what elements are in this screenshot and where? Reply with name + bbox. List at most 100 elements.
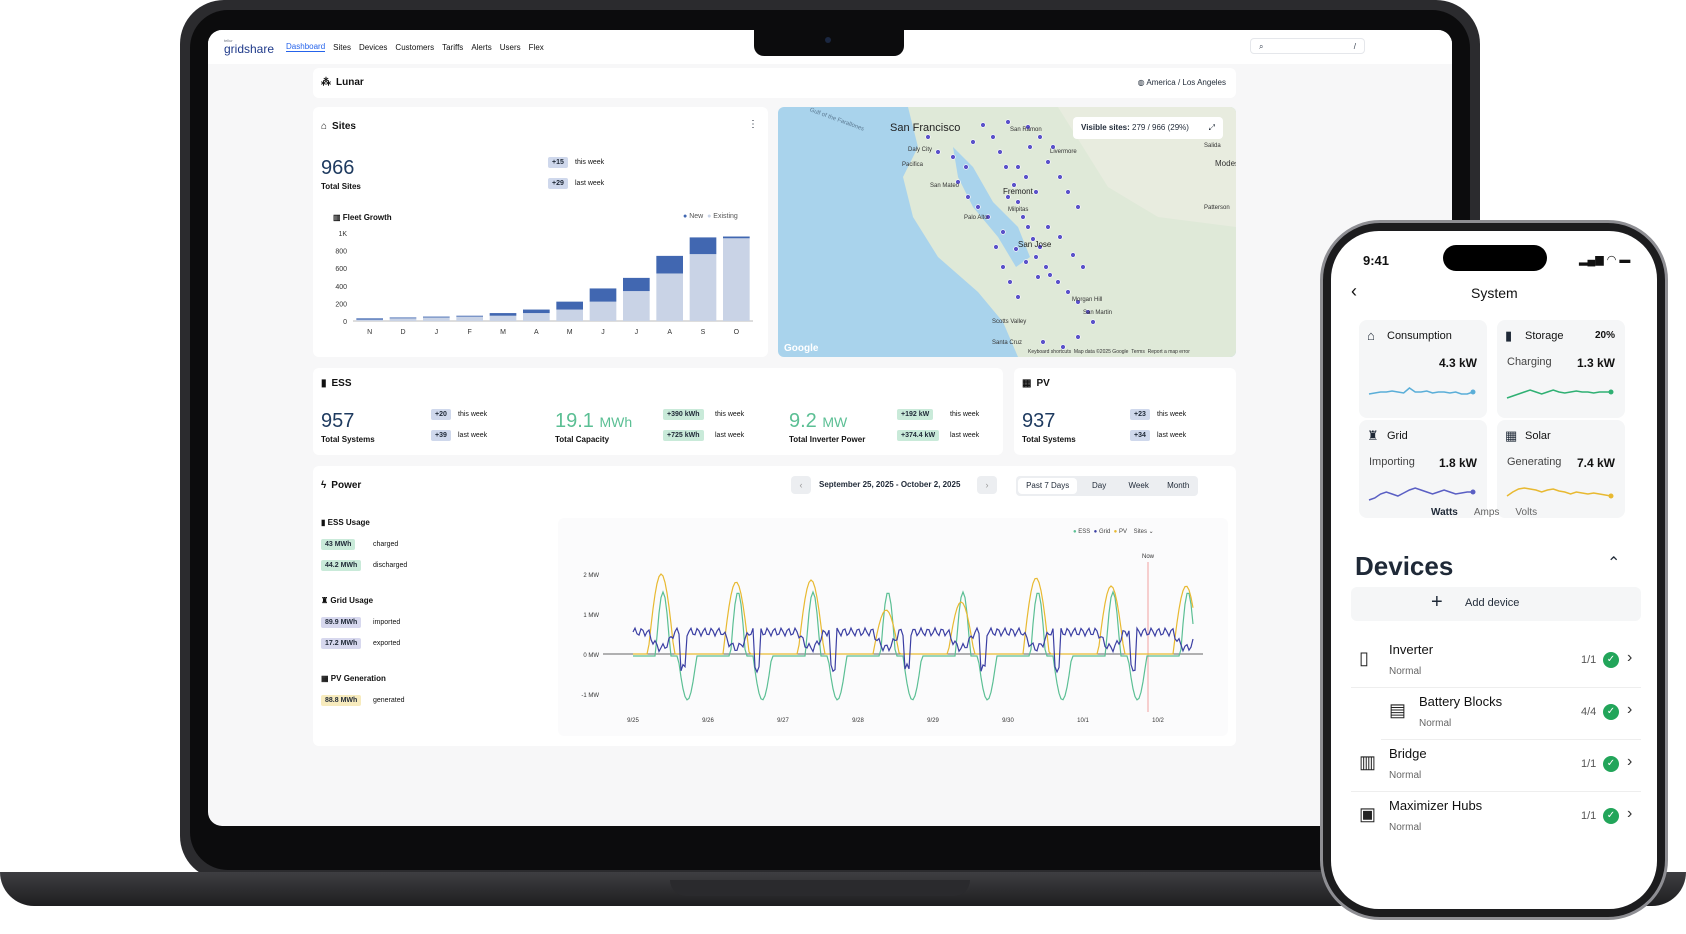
map-label-patterson: Patterson: [1204, 205, 1230, 211]
pv-last-label: last week: [1157, 432, 1187, 439]
site-marker: [1043, 264, 1049, 270]
sites-map[interactable]: Gulf of the Farallones San Francisco San…: [778, 107, 1236, 357]
site-marker: [1011, 182, 1017, 188]
pv-title: PV: [1036, 378, 1050, 389]
bar-new: [423, 316, 450, 318]
expand-icon[interactable]: ⤢: [1208, 123, 1215, 132]
unit-volts[interactable]: Volts: [1515, 507, 1538, 518]
unit-watts[interactable]: Watts: [1431, 507, 1458, 518]
x-tick-label: S: [701, 329, 706, 336]
pv-last-badge: +34: [1130, 430, 1150, 441]
ess-inverter-last-label: last week: [950, 432, 980, 439]
logo[interactable]: tellur gridshare: [224, 39, 275, 56]
nav-devices[interactable]: Devices: [358, 42, 388, 52]
consumption-card[interactable]: ⌂ Consumption 4.3 kW: [1359, 320, 1487, 418]
sites-week-label: this week: [575, 159, 605, 166]
site-marker: [970, 139, 976, 145]
grid-card[interactable]: ♜ Grid Importing 1.8 kW: [1359, 420, 1487, 518]
pv-total-value: 937: [1022, 410, 1056, 432]
x-tick-label: J: [635, 329, 639, 336]
solar-card[interactable]: ▦ Solar Generating 7.4 kW: [1497, 420, 1625, 518]
device-row-bridge[interactable]: ▥ Bridge Normal 1/1 ✓ ›: [1351, 740, 1641, 792]
site-marker: [1000, 264, 1006, 270]
nav-alerts[interactable]: Alerts: [471, 42, 492, 52]
search-shortcut-hint: /: [1353, 42, 1356, 51]
timezone-selector[interactable]: ◍ America / Los Angeles: [1138, 78, 1226, 87]
y-tick-label: 0 MW: [583, 653, 599, 659]
sparkline-path: [1506, 487, 1612, 497]
legend-ess: ESS: [1078, 529, 1091, 535]
date-range-label[interactable]: September 25, 2025 - October 2, 2025: [819, 480, 961, 489]
nav-tariffs[interactable]: Tariffs: [442, 42, 464, 52]
device-status: Normal: [1419, 718, 1452, 729]
map-terms-link[interactable]: Terms: [1131, 349, 1145, 355]
x-tick-label: 10/1: [1077, 718, 1089, 724]
ess-usage-title-text: ESS Usage: [327, 518, 370, 527]
google-logo: Google: [784, 343, 819, 354]
next-range-button[interactable]: ›: [977, 476, 997, 494]
site-markers[interactable]: [925, 119, 1096, 350]
chevron-right-icon[interactable]: ›: [1627, 649, 1633, 666]
sites-last-badge: +29: [548, 178, 568, 189]
unit-amps[interactable]: Amps: [1473, 507, 1500, 518]
y-tick-label: 800: [335, 249, 347, 256]
card-percent: 20%: [1594, 330, 1615, 341]
nav-users[interactable]: Users: [499, 42, 521, 52]
site-marker: [1065, 189, 1071, 195]
ess-week-label: this week: [458, 411, 488, 418]
device-row-maximizer-hubs[interactable]: ▣ Maximizer Hubs Normal 1/1 ✓ ›: [1351, 792, 1641, 844]
device-row-battery-blocks[interactable]: ▤ Battery Blocks Normal 4/4 ✓ ›: [1381, 688, 1641, 740]
globe-icon: ◍: [1137, 78, 1145, 87]
more-menu-icon[interactable]: ⋮: [748, 119, 758, 130]
tab-day[interactable]: Day: [1091, 481, 1107, 490]
add-device-button[interactable]: + Add device: [1351, 587, 1641, 621]
site-marker: [1055, 279, 1061, 285]
storage-card[interactable]: ▮ Storage 20% Charging 1.3 kW: [1497, 320, 1625, 418]
bar-existing: [456, 316, 483, 321]
card-label: Solar: [1525, 430, 1551, 442]
chevron-right-icon[interactable]: ›: [1627, 701, 1633, 718]
device-row-inverter[interactable]: ▯ Inverter Normal 1/1 ✓ ›: [1351, 636, 1641, 688]
bar-existing: [489, 315, 517, 321]
grid-sparkline: [1368, 487, 1476, 501]
nav-sites[interactable]: Sites: [333, 42, 351, 52]
map-label-milpitas: Milpitas: [1008, 207, 1029, 213]
chevron-down-icon[interactable]: ⌄: [1148, 529, 1154, 535]
chevron-right-icon[interactable]: ›: [1627, 753, 1633, 770]
tab-week[interactable]: Week: [1128, 481, 1149, 490]
tab-past-7-days[interactable]: Past 7 Days: [1018, 478, 1078, 494]
chevron-right-icon[interactable]: ›: [1627, 805, 1633, 822]
map-label-salida: Salida: [1204, 143, 1221, 149]
sparkline-end-dot: [1608, 389, 1614, 395]
org-name[interactable]: Lunar: [336, 77, 364, 88]
map-shortcuts-link[interactable]: Keyboard shortcuts: [1028, 349, 1072, 355]
site-marker: [1085, 309, 1091, 315]
device-status: Normal: [1389, 770, 1422, 781]
legend-sites-dropdown[interactable]: Sites: [1133, 529, 1147, 535]
tab-month[interactable]: Month: [1167, 481, 1190, 490]
collapse-chevron-icon[interactable]: ⌃: [1607, 555, 1621, 572]
x-tick-label: M: [500, 329, 506, 336]
map-label-daly-city: Daly City: [908, 147, 933, 153]
map-report-link[interactable]: Report a map error: [1147, 349, 1190, 355]
pv-generation-title-text: PV Generation: [330, 674, 386, 683]
site-marker: [950, 154, 956, 160]
site-marker: [1075, 334, 1081, 340]
ess-inverter-unit: MW: [822, 414, 848, 430]
site-marker: [1023, 174, 1029, 180]
nav-flex[interactable]: Flex: [528, 42, 544, 52]
prev-range-button[interactable]: ‹: [791, 476, 811, 494]
total-sites-value: 966: [321, 157, 355, 179]
logo-text: gridshare: [224, 42, 275, 56]
nav-dashboard[interactable]: Dashboard: [286, 42, 326, 52]
sites-title: Sites: [332, 121, 356, 132]
tower-icon: ♜: [321, 596, 329, 605]
ess-last-badge: +39: [431, 430, 451, 441]
back-chevron-icon[interactable]: ‹: [1351, 281, 1357, 301]
bar-existing: [523, 313, 550, 321]
nav-customers[interactable]: Customers: [395, 42, 435, 52]
bar-new: [623, 277, 650, 292]
ess-capacity-unit: MWh: [599, 414, 633, 430]
map-canvas[interactable]: [778, 107, 1236, 357]
search-input[interactable]: ⌕ /: [1250, 38, 1365, 54]
